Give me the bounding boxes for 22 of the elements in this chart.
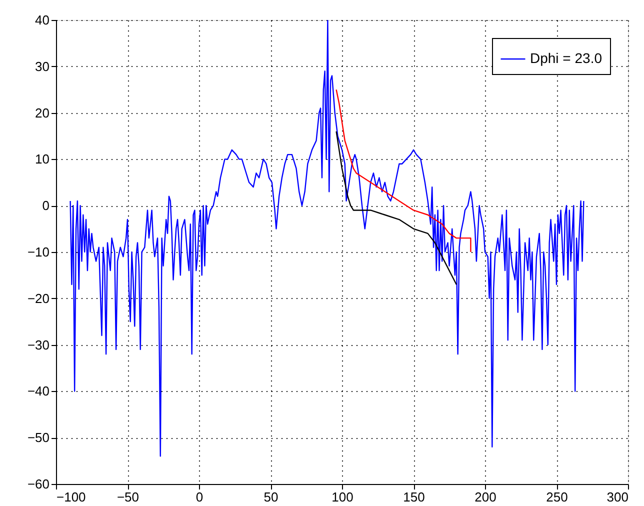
y-tick-label: −20 [27, 290, 50, 306]
y-tick-label: 40 [35, 12, 50, 28]
y-tick-label: −30 [27, 337, 50, 352]
y-tick-label: −40 [27, 384, 50, 399]
y-tick-label: −60 [27, 476, 50, 492]
x-tick-label: 0 [196, 490, 204, 504]
legend-label: Dphi = 23.0 [530, 50, 602, 66]
y-tick-label: 10 [35, 152, 50, 167]
x-tick-label: 100 [332, 490, 354, 504]
y-tick-label: −10 [27, 244, 50, 260]
y-tick-label: 20 [35, 105, 50, 120]
x-tick-label: −100 [56, 490, 86, 504]
x-tick-label: 300 [606, 490, 628, 504]
x-tick-label: 50 [264, 490, 278, 504]
x-tick-label: 200 [474, 490, 496, 504]
x-tick-label: 250 [546, 490, 568, 504]
y-tick-label: −50 [27, 430, 50, 446]
y-tick-label: 30 [35, 58, 50, 74]
line-series [336, 89, 472, 253]
x-tick-label: 150 [403, 490, 425, 504]
y-tick-label: 0 [42, 198, 50, 214]
x-tick-label: −50 [116, 490, 140, 504]
